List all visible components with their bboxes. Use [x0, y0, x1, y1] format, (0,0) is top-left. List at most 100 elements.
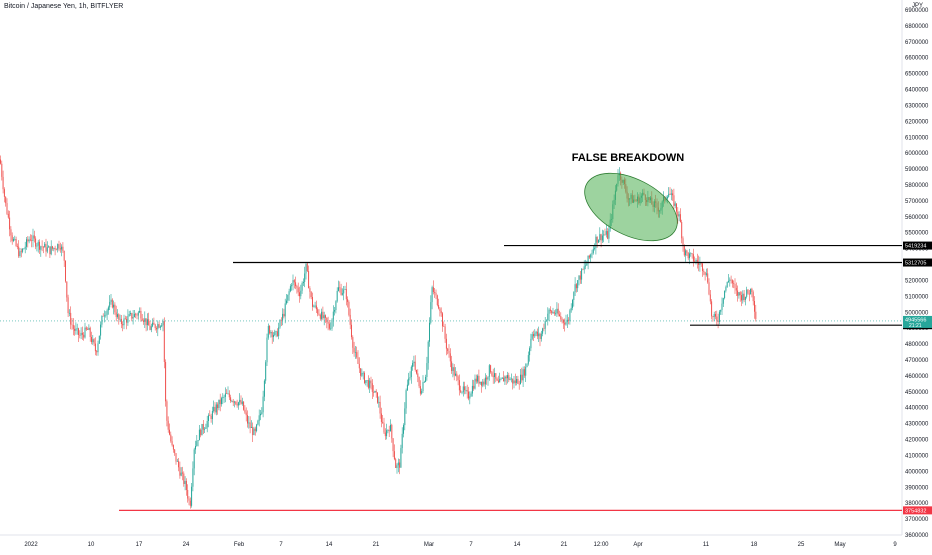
candle-body — [444, 326, 446, 339]
candle-body — [410, 366, 412, 377]
candle-body — [335, 301, 337, 310]
candle-body — [578, 275, 580, 281]
candle-body — [741, 295, 742, 301]
candle-body — [529, 348, 531, 356]
candle-body — [431, 287, 433, 303]
candle-body — [477, 375, 479, 382]
candle-body — [726, 281, 728, 287]
candle-body — [305, 263, 307, 274]
candle-body — [582, 269, 584, 270]
candle-body — [332, 311, 334, 320]
candle-body — [53, 247, 55, 249]
candle-body — [23, 248, 25, 250]
candle-body — [695, 259, 697, 262]
candle-body — [37, 241, 39, 246]
x-tick-label: 2022 — [24, 542, 38, 548]
candle-body — [417, 373, 419, 377]
candle-body — [117, 314, 118, 317]
candle-body — [468, 391, 469, 399]
candle-body — [91, 337, 92, 343]
candle-body — [314, 305, 316, 307]
candle-body — [488, 365, 490, 377]
candle-body — [453, 367, 455, 376]
candle-body — [150, 326, 152, 330]
candle-body — [54, 247, 56, 250]
candle-body — [521, 374, 523, 381]
y-tick-label: 4000000 — [905, 469, 929, 475]
candle-body — [184, 481, 186, 484]
candle-body — [289, 286, 291, 292]
candle-body — [583, 266, 585, 270]
x-tick-label: 10 — [88, 542, 95, 548]
candle-body — [380, 413, 382, 422]
candle-body — [669, 193, 671, 195]
candle-body — [45, 243, 47, 252]
candle-body — [377, 392, 378, 403]
candle-body — [263, 380, 265, 397]
x-tick-label: 18 — [751, 542, 758, 548]
candle-body — [698, 262, 700, 265]
y-tick-label: 5000000 — [905, 310, 929, 316]
candle-body — [46, 247, 48, 252]
candle-body — [328, 323, 330, 329]
candle-body — [366, 380, 368, 381]
candle-body — [729, 279, 731, 281]
candle-body — [78, 328, 79, 335]
x-tick-label: 25 — [798, 542, 805, 548]
candle-body — [275, 331, 277, 332]
candle-body — [473, 385, 475, 389]
candle-body — [79, 335, 81, 336]
candle-body — [374, 390, 376, 393]
candle-body — [679, 214, 681, 222]
candle-body — [347, 299, 349, 302]
y-tick-label: 3900000 — [905, 485, 929, 491]
candle-body — [71, 324, 73, 326]
candle-body — [432, 287, 434, 292]
candle-body — [145, 318, 147, 326]
candle-body — [198, 429, 200, 441]
y-tick-label: 6100000 — [905, 135, 929, 141]
candle-body — [35, 238, 37, 247]
candle-body — [577, 280, 579, 289]
candle-body — [705, 273, 707, 275]
candle-body — [170, 434, 172, 442]
candle-body — [304, 273, 306, 282]
candle-body — [135, 313, 137, 315]
candle-body — [391, 424, 393, 439]
candle-body — [93, 339, 95, 344]
candle-body — [110, 299, 112, 302]
candle-body — [72, 325, 74, 329]
y-tick-label: 5700000 — [905, 199, 929, 205]
x-tick-label: Apr — [633, 542, 642, 548]
candle-body — [338, 287, 339, 291]
candle-body — [484, 377, 486, 385]
y-tick-label: 5500000 — [905, 231, 929, 237]
candle-body — [513, 380, 515, 384]
y-tick-label: 5100000 — [905, 294, 929, 300]
candle-body — [533, 334, 534, 337]
candle-body — [364, 372, 365, 383]
level-price-badge — [903, 506, 932, 515]
candle-body — [107, 307, 109, 311]
candle-body — [436, 295, 438, 306]
countdown-label: 21:21 — [909, 323, 922, 329]
x-tick-label: 9 — [893, 542, 897, 548]
candle-body — [747, 289, 749, 294]
candle-body — [211, 411, 213, 420]
candle-body — [388, 429, 390, 432]
candle-body — [18, 246, 20, 257]
candle-body — [540, 333, 542, 339]
candle-body — [158, 324, 160, 328]
candle-body — [370, 380, 372, 384]
candle-body — [205, 427, 207, 429]
candle-body — [157, 324, 159, 330]
candle-body — [708, 282, 710, 295]
candle-body — [555, 313, 557, 314]
candle-body — [253, 428, 255, 435]
candle-body — [16, 246, 18, 247]
candle-body — [32, 235, 34, 241]
candle-body — [601, 235, 603, 241]
candle-body — [22, 249, 24, 252]
candle-body — [375, 390, 377, 393]
